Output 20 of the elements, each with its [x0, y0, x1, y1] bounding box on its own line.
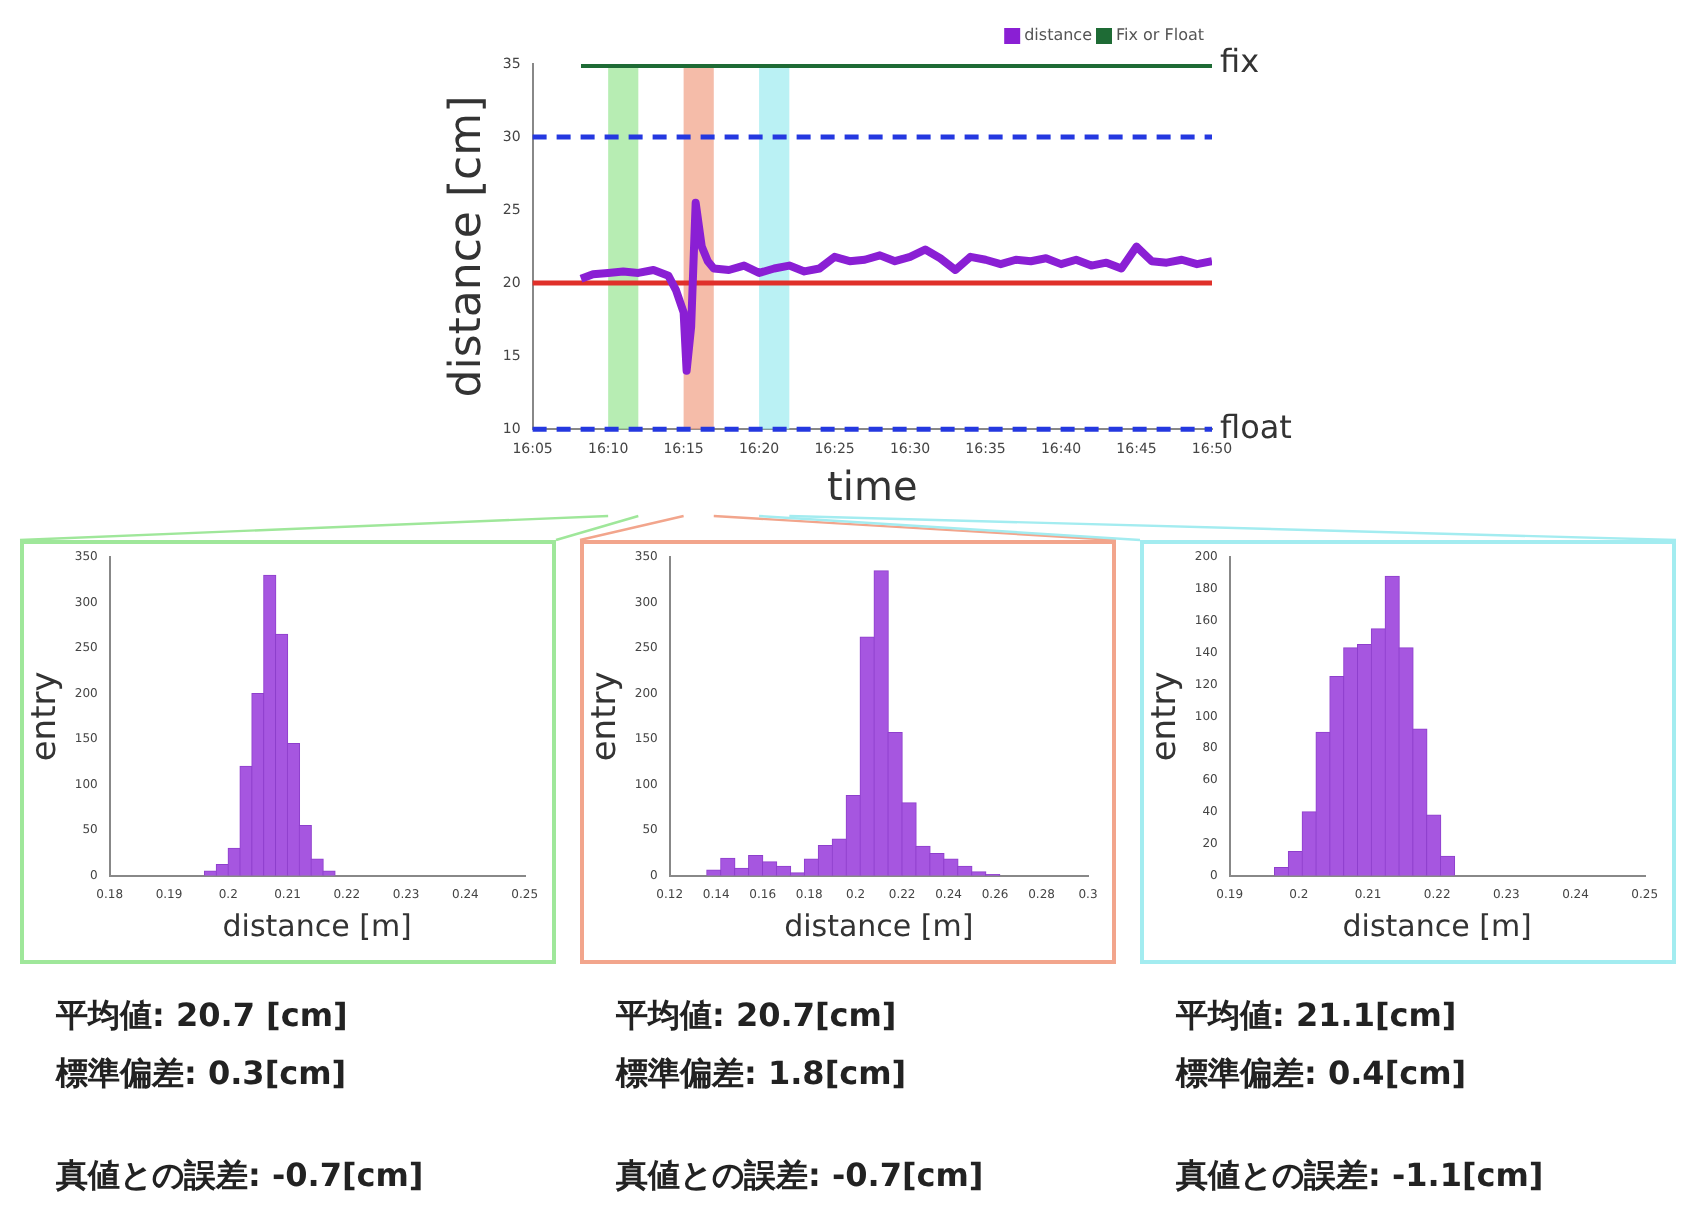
- text: 平均値: 20.7[cm]: [616, 996, 899, 1038]
- x-axis-title: distance [m]: [222, 907, 412, 944]
- text: 平均値: 20.7 [cm]: [56, 996, 350, 1038]
- text: 標準偏差: 0.3[cm]: [56, 1054, 349, 1096]
- text: fix: [1220, 42, 1260, 81]
- legend-label: distance: [1024, 26, 1093, 45]
- x-axis-title: distance [m]: [1342, 907, 1532, 944]
- text: 標準偏差: 0.4[cm]: [1176, 1054, 1469, 1096]
- text: 平均値: 21.1[cm]: [1176, 996, 1459, 1038]
- y-axis-title: entry: [585, 671, 626, 762]
- x-axis-title: time: [827, 462, 918, 511]
- y-axis-title: distance [cm]: [441, 95, 492, 398]
- y-axis-title: entry: [1145, 671, 1186, 762]
- x-axis-title: distance [m]: [784, 907, 974, 944]
- text: 真値との誤差: -1.1[cm]: [1176, 1156, 1546, 1198]
- text: 真値との誤差: -0.7[cm]: [616, 1156, 986, 1198]
- y-axis-title: entry: [25, 671, 66, 762]
- text: 真値との誤差: -0.7[cm]: [56, 1156, 426, 1198]
- legend-label: Fix or Float: [1115, 26, 1205, 45]
- text: 標準偏差: 1.8[cm]: [616, 1054, 909, 1096]
